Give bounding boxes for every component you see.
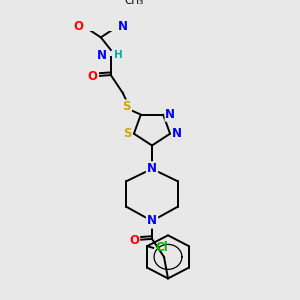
Text: N: N <box>165 108 175 121</box>
Text: N: N <box>147 162 157 175</box>
Text: H: H <box>114 50 123 60</box>
Text: S: S <box>123 100 131 113</box>
Text: CH₃: CH₃ <box>125 0 144 6</box>
Text: N: N <box>172 127 182 140</box>
Text: N: N <box>118 20 128 33</box>
Text: O: O <box>129 234 139 247</box>
Text: S: S <box>123 127 131 140</box>
Text: N: N <box>97 49 107 62</box>
Text: O: O <box>88 70 98 83</box>
Text: N: N <box>147 214 157 227</box>
Text: Cl: Cl <box>155 242 168 254</box>
Text: O: O <box>74 20 84 33</box>
